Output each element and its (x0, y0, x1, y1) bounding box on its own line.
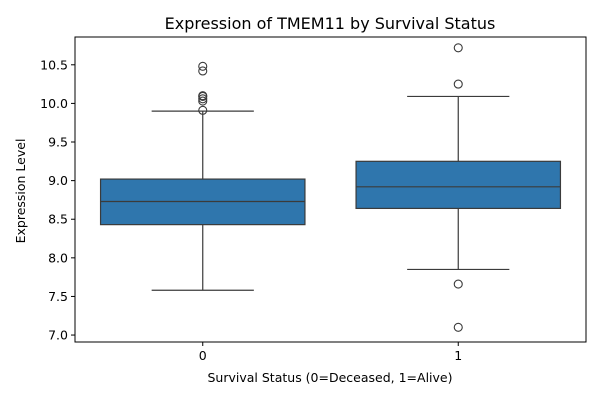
outlier-point (198, 66, 208, 76)
outlier-point (198, 96, 208, 106)
x-tick-label: 0 (199, 348, 207, 363)
outlier-point (453, 43, 463, 53)
chart-title: Expression of TMEM11 by Survival Status (165, 14, 496, 33)
outlier-point (453, 279, 463, 289)
outlier-point (198, 91, 208, 101)
y-tick-label: 10.5 (40, 57, 68, 72)
y-tick-label: 9.0 (48, 173, 68, 188)
x-tick-label: 1 (454, 348, 462, 363)
plot-frame (74, 36, 587, 343)
outlier-point (198, 61, 208, 71)
plot-area: 7.0 7.5 8.0 8.5 9.0 9.5 10.0 10.5 0 1 (40, 36, 587, 363)
box-iqr (355, 160, 562, 210)
outlier-point (453, 322, 463, 332)
y-tick-label: 7.0 (48, 328, 68, 343)
outlier-point (453, 79, 463, 89)
x-axis-label: Survival Status (0=Deceased, 1=Alive) (208, 370, 453, 385)
y-tick-label: 9.5 (48, 135, 68, 150)
y-tick-label: 10.0 (40, 96, 68, 111)
y-tick-label: 8.0 (48, 250, 68, 265)
outlier-point (198, 105, 208, 115)
outlier-point (198, 94, 208, 104)
y-axis-label: Expression Level (13, 139, 28, 244)
y-tick-label: 7.5 (48, 289, 68, 304)
y-tick-label: 8.5 (48, 212, 68, 227)
